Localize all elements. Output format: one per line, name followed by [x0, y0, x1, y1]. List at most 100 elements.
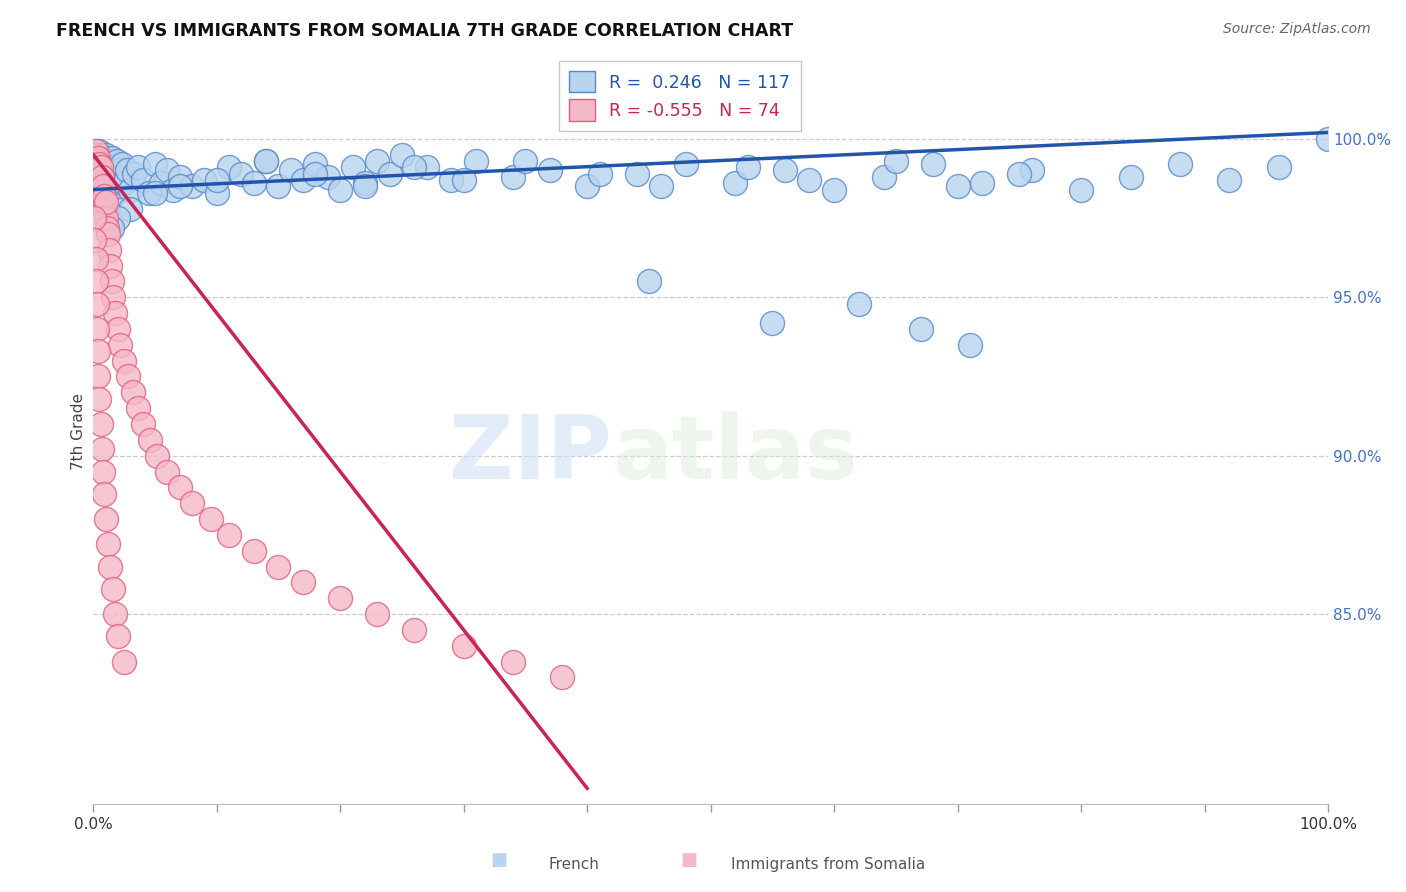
Point [90, 182, 112, 196]
Point [1008, 167, 1031, 181]
Point [90, 161, 112, 175]
Point [404, 161, 426, 175]
Point [354, 179, 377, 194]
Point [84, 147, 107, 161]
Point [107, 629, 129, 643]
Point [391, 147, 413, 161]
Point [98, 182, 121, 196]
Point [100, 189, 122, 203]
Text: ZIP: ZIP [449, 410, 612, 498]
Point [453, 639, 475, 653]
Point [1267, 161, 1289, 175]
Point [91, 151, 114, 165]
Point [91, 161, 114, 175]
Point [89, 157, 111, 171]
Point [316, 169, 339, 184]
Point [181, 179, 204, 194]
Point [242, 176, 264, 190]
Point [121, 385, 143, 400]
Point [86, 176, 108, 190]
Point [848, 296, 870, 310]
Point [162, 182, 184, 196]
Point [101, 582, 124, 596]
Point [96, 179, 118, 194]
Point [86, 189, 108, 203]
Point [90, 169, 112, 184]
Point [84, 157, 107, 171]
Point [576, 179, 599, 194]
Point [97, 227, 120, 241]
Point [267, 179, 290, 194]
Point [89, 145, 111, 159]
Point [626, 167, 648, 181]
Point [218, 528, 240, 542]
Point [120, 202, 142, 216]
Point [143, 186, 166, 200]
Point [91, 465, 114, 479]
Point [267, 559, 290, 574]
Point [959, 338, 981, 352]
Point [910, 322, 932, 336]
Text: ■: ■ [681, 851, 697, 869]
Point [84, 179, 107, 194]
Point [1119, 169, 1142, 184]
Point [84, 145, 107, 159]
Point [1168, 157, 1191, 171]
Point [366, 153, 388, 168]
Point [107, 179, 129, 194]
Point [231, 167, 253, 181]
Point [96, 220, 118, 235]
Point [112, 353, 135, 368]
Point [122, 167, 145, 181]
Point [415, 161, 437, 175]
Point [205, 173, 228, 187]
Point [884, 153, 907, 168]
Point [110, 169, 132, 184]
Point [169, 179, 191, 194]
Point [110, 338, 132, 352]
Point [87, 173, 110, 187]
Point [107, 211, 129, 225]
Point [83, 211, 105, 225]
Point [650, 179, 672, 194]
Point [112, 655, 135, 669]
Point [280, 163, 302, 178]
Point [89, 163, 111, 178]
Point [86, 153, 108, 168]
Point [242, 543, 264, 558]
Point [304, 157, 326, 171]
Point [104, 607, 127, 621]
Point [254, 153, 277, 168]
Point [972, 176, 994, 190]
Point [104, 173, 127, 187]
Text: Source: ZipAtlas.com: Source: ZipAtlas.com [1223, 22, 1371, 37]
Point [193, 173, 215, 187]
Point [110, 157, 132, 171]
Point [89, 161, 111, 175]
Point [1070, 182, 1092, 196]
Point [823, 182, 845, 196]
Point [1317, 132, 1340, 146]
Point [87, 344, 110, 359]
Point [103, 161, 125, 175]
Point [89, 179, 111, 194]
Point [100, 151, 122, 165]
Point [150, 176, 173, 190]
Point [329, 182, 352, 196]
Point [146, 449, 169, 463]
Point [90, 169, 112, 184]
Point [724, 176, 747, 190]
Point [87, 192, 110, 206]
Point [90, 163, 112, 178]
Point [90, 153, 112, 168]
Point [1021, 163, 1043, 178]
Point [138, 186, 160, 200]
Point [453, 173, 475, 187]
Point [131, 417, 153, 431]
Point [87, 151, 110, 165]
Point [93, 486, 115, 500]
Point [100, 274, 122, 288]
Point [86, 322, 108, 336]
Point [292, 575, 315, 590]
Point [107, 322, 129, 336]
